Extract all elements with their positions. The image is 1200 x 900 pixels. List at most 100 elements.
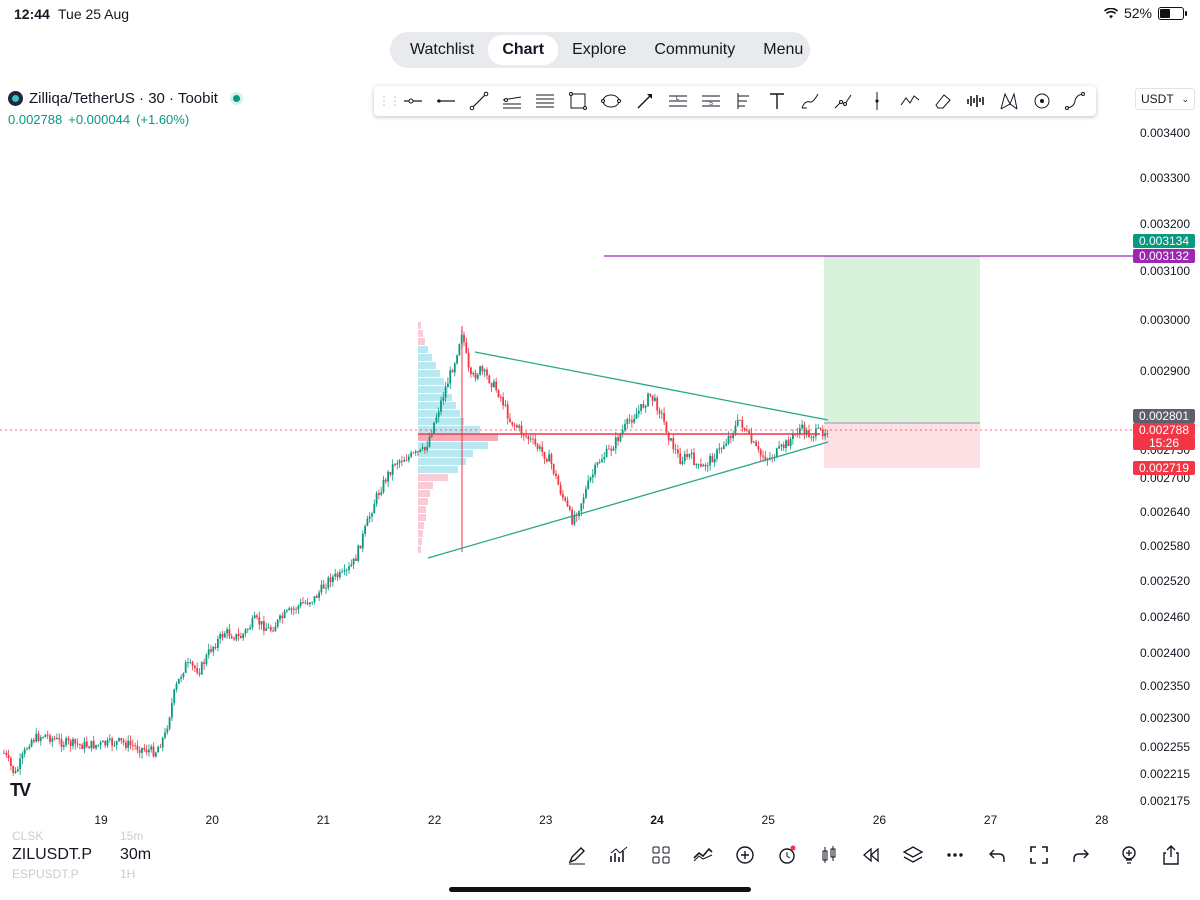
candle-body [127,740,130,748]
eraser-icon[interactable] [926,87,959,115]
candle-body [798,428,801,434]
idea-icon[interactable] [1108,840,1150,870]
candle-body [536,444,539,449]
price-range-icon[interactable] [727,87,760,115]
vertical-line-icon[interactable] [860,87,893,115]
candle-body [663,412,665,422]
more-icon[interactable] [934,840,976,870]
fullscreen-icon[interactable] [1018,840,1060,870]
candle-body [350,564,353,567]
candle-body [479,366,481,375]
candle-body [292,608,295,610]
alert-icon[interactable] [766,840,808,870]
pattern-icon[interactable] [893,87,926,115]
horizontal-line-icon[interactable] [429,87,462,115]
timeframe-selector[interactable]: 30m [120,846,152,863]
nav-watchlist[interactable]: Watchlist [410,41,475,58]
candle-body [467,352,470,368]
horizontal-ray-icon[interactable] [396,87,429,115]
y-tick-label: 0.002300 [1140,711,1190,725]
candle-body [19,758,21,770]
candle-body [711,455,714,463]
drag-handle-icon[interactable]: ⋮⋮ [378,94,401,108]
share-icon[interactable] [1150,840,1192,870]
replay-icon[interactable] [850,840,892,870]
x-tick-label: 22 [428,813,442,827]
time-axis[interactable]: 19 20 21 22 23 24 25 26 27 28 [94,813,1108,827]
profile-bar [418,442,488,449]
candle-body [276,619,279,627]
undo-icon[interactable] [976,840,1018,870]
candle-body [497,390,500,397]
profile-bar [418,378,444,385]
candle-body [46,734,49,736]
tradingview-logo[interactable]: TV [10,780,31,800]
candle-body [727,436,730,444]
price-chart[interactable]: 0.003400 0.003300 0.003200 0.003100 0.003000… [0,120,1200,840]
redo-icon[interactable] [1060,840,1102,870]
candle-body [320,584,323,593]
candle-body [787,440,790,447]
volume-profile-icon[interactable] [959,87,992,115]
fib-retracement-icon[interactable] [529,87,562,115]
rectangle-icon[interactable] [562,87,595,115]
xabcd-icon[interactable] [993,87,1026,115]
candle-type-icon[interactable] [808,840,850,870]
long-position-icon[interactable]: L [661,87,694,115]
battery-icon [1158,6,1187,20]
candle-body [585,488,587,498]
trend-line-icon[interactable] [462,87,495,115]
candle-body [545,458,548,462]
profile-bar [418,514,426,521]
candle-body [463,334,465,343]
text-icon[interactable] [761,87,794,115]
zilliqa-coin-icon [8,91,23,106]
path-icon[interactable] [827,87,860,115]
parallel-channel-icon[interactable] [495,87,528,115]
ellipse-icon[interactable] [595,87,628,115]
candle-body [605,448,608,457]
profile-bar [418,458,466,465]
add-icon[interactable] [724,840,766,870]
short-position-icon[interactable]: S [694,87,727,115]
symbol-selector[interactable]: ZILUSDT.P [12,846,93,863]
currency-select[interactable]: USDT ⌄ [1135,88,1195,110]
nav-explore[interactable]: Explore [572,41,627,58]
indicators-icon[interactable] [598,840,640,870]
candle-body [327,577,330,588]
nav-chart[interactable]: Chart [488,35,559,65]
compare-icon[interactable] [682,840,724,870]
pen-icon[interactable] [556,840,598,870]
candle-body [322,584,325,589]
home-indicator[interactable] [449,887,751,892]
candle-body [575,515,578,517]
x-tick-label: 25 [762,813,776,827]
symbol-header[interactable]: Zilliqa/TetherUS · 30 · Toobit [8,90,243,107]
candle-body [304,602,307,604]
circle-icon[interactable] [1026,87,1059,115]
templates-icon[interactable] [640,840,682,870]
candle-body [23,749,26,754]
candle-body [486,369,488,376]
curve-icon[interactable] [1059,87,1092,115]
nav-menu[interactable]: Menu [763,41,804,58]
candle-body [516,425,518,428]
arrow-icon[interactable] [628,87,661,115]
candle-body [352,558,355,565]
candle-body [111,738,113,746]
price-tag: 0.003132 [1133,249,1195,263]
candle-body [718,448,721,450]
candle-body [502,397,504,406]
candle-body [509,418,511,422]
candle-body [235,633,238,640]
candle-body [219,633,222,639]
candle-body [566,500,569,507]
profile-bar [418,490,430,497]
layers-icon[interactable] [892,840,934,870]
candle-body [812,436,815,438]
candle-body [704,464,707,467]
brush-icon[interactable] [794,87,827,115]
nav-community[interactable]: Community [654,41,736,58]
candle-body [550,454,553,464]
candle-body [391,464,394,475]
